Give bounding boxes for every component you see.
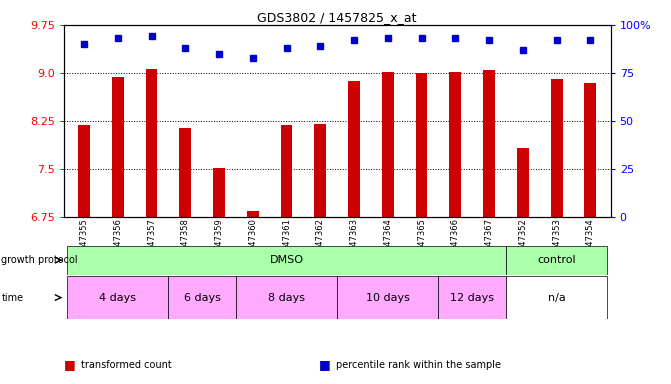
Bar (438, 276, 506, 319)
Bar (213, 168, 225, 217)
Text: ■: ■ (319, 358, 331, 371)
Text: 6 days: 6 days (184, 293, 221, 303)
Bar (179, 128, 191, 217)
Text: 10 days: 10 days (366, 293, 410, 303)
Text: DMSO: DMSO (270, 255, 303, 265)
Bar (348, 81, 360, 217)
Bar (146, 69, 158, 217)
Bar (78, 125, 90, 217)
Bar (67, 276, 168, 319)
Text: growth protocol: growth protocol (1, 255, 78, 265)
Bar (517, 148, 529, 217)
Bar (112, 78, 123, 217)
Bar (382, 72, 394, 217)
Bar (247, 211, 259, 217)
Text: 4 days: 4 days (99, 293, 136, 303)
Title: GDS3802 / 1457825_x_at: GDS3802 / 1457825_x_at (258, 11, 417, 24)
Bar (168, 276, 236, 319)
Text: ■: ■ (64, 358, 76, 371)
Bar (338, 276, 438, 319)
Bar (506, 246, 607, 275)
Text: control: control (537, 255, 576, 265)
Bar (551, 79, 562, 217)
Text: n/a: n/a (548, 293, 566, 303)
Bar (450, 72, 461, 217)
Bar (483, 70, 495, 217)
Text: time: time (1, 293, 23, 303)
Text: 12 days: 12 days (450, 293, 495, 303)
Bar (236, 276, 338, 319)
Bar (315, 124, 326, 217)
Text: transformed count: transformed count (81, 360, 171, 370)
Bar (584, 83, 597, 217)
Text: percentile rank within the sample: percentile rank within the sample (336, 360, 501, 370)
Bar (67, 246, 506, 275)
Bar (280, 125, 293, 217)
Bar (506, 276, 607, 319)
Text: 8 days: 8 days (268, 293, 305, 303)
Bar (415, 73, 427, 217)
